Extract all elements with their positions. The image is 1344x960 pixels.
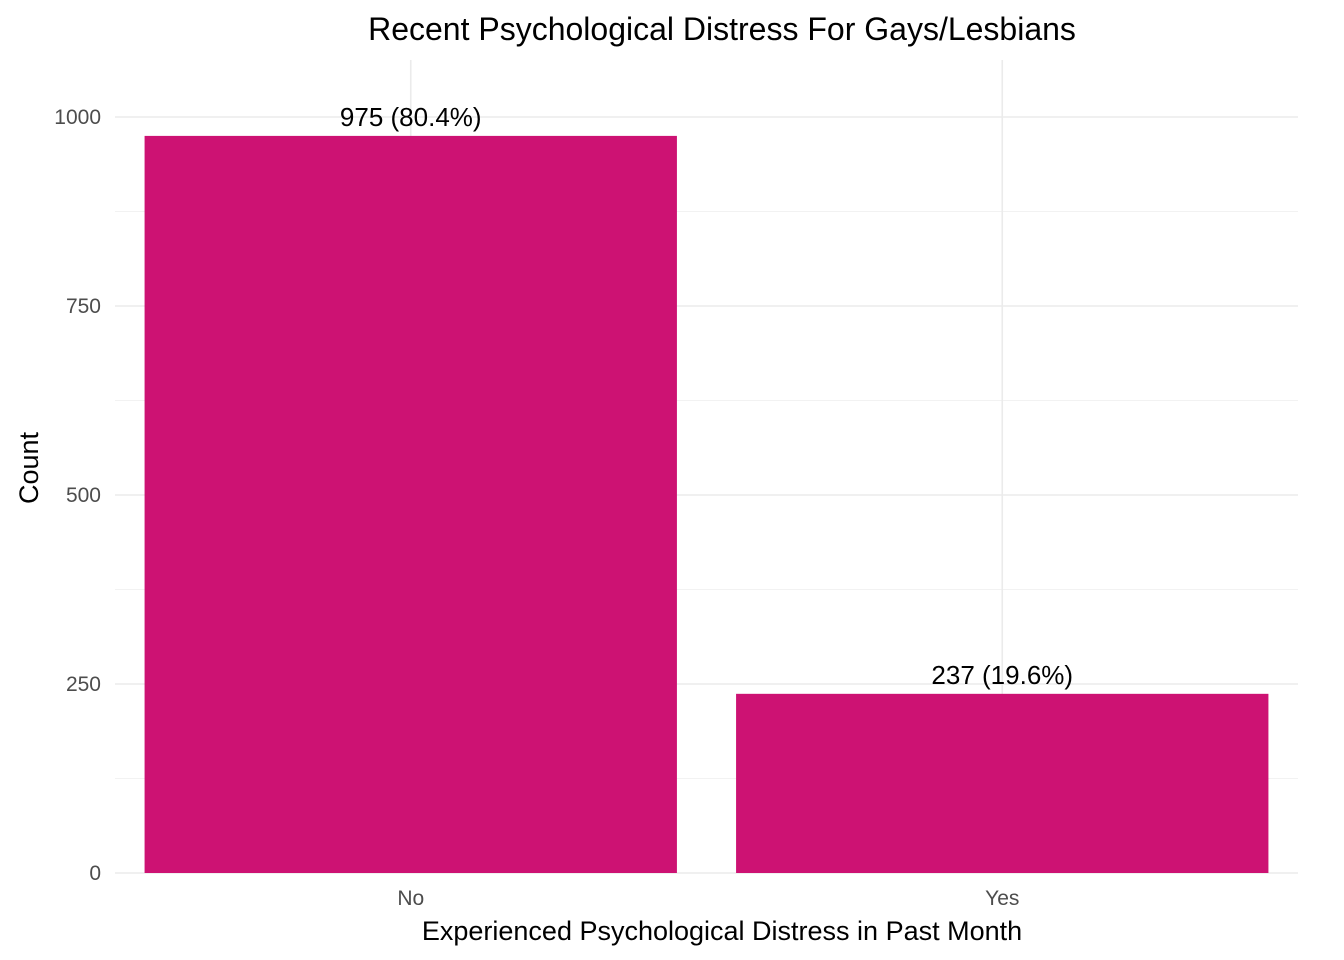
y-tick-label: 750 bbox=[66, 295, 101, 318]
x-axis-title: Experienced Psychological Distress in Pa… bbox=[422, 916, 1022, 946]
data-label-no: 975 (80.4%) bbox=[340, 102, 482, 132]
x-tick-label-no: No bbox=[397, 887, 424, 910]
bars bbox=[144, 135, 1269, 873]
y-axis-ticks: 0 250 500 750 1000 bbox=[54, 106, 101, 885]
x-tick-label-yes: Yes bbox=[985, 887, 1019, 910]
y-tick-label: 0 bbox=[89, 862, 101, 885]
data-label-yes: 237 (19.6%) bbox=[931, 660, 1073, 690]
bar-no bbox=[144, 135, 677, 873]
data-labels: 975 (80.4%) 237 (19.6%) bbox=[340, 102, 1073, 690]
y-tick-label: 500 bbox=[66, 484, 101, 507]
chart-title: Recent Psychological Distress For Gays/L… bbox=[368, 11, 1076, 47]
x-axis-ticks: No Yes bbox=[397, 887, 1019, 910]
bar-yes bbox=[736, 693, 1269, 873]
y-axis-title: Count bbox=[14, 431, 44, 504]
y-tick-label: 250 bbox=[66, 673, 101, 696]
y-tick-label: 1000 bbox=[54, 106, 101, 129]
